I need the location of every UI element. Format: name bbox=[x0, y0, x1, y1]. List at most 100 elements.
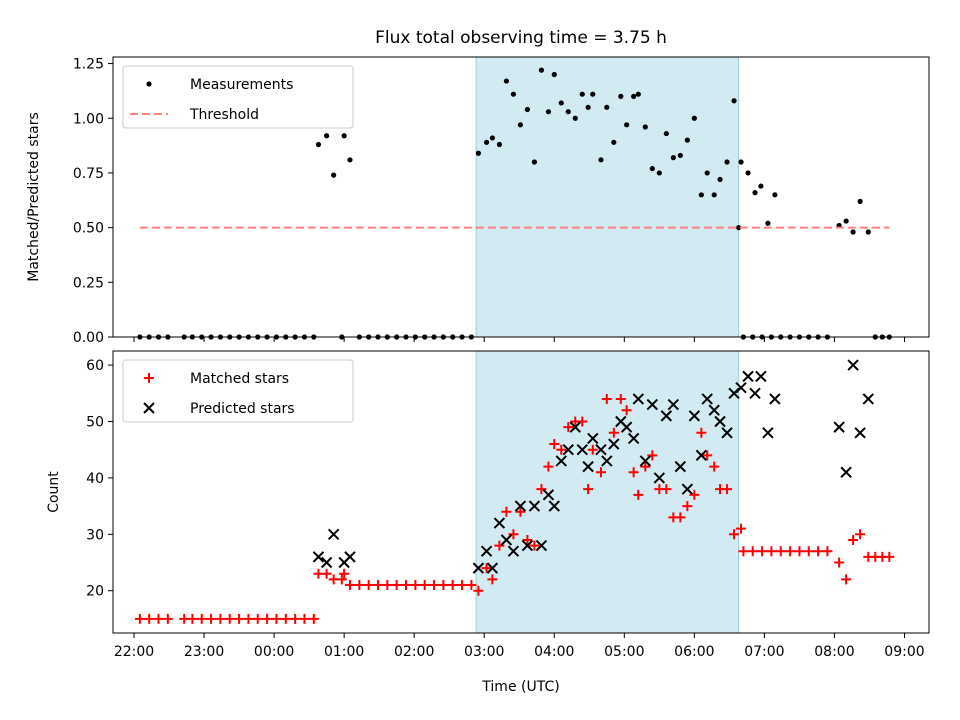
data-point bbox=[738, 546, 749, 557]
data-point bbox=[582, 460, 594, 473]
data-point bbox=[187, 613, 198, 624]
plot-frame bbox=[112, 56, 930, 338]
data-point bbox=[618, 93, 624, 99]
data-point bbox=[813, 546, 824, 557]
data-point bbox=[548, 500, 560, 512]
data-point bbox=[721, 427, 733, 439]
data-point bbox=[299, 613, 310, 624]
data-point bbox=[794, 546, 805, 557]
data-point bbox=[775, 546, 786, 557]
data-point bbox=[745, 170, 751, 176]
data-point bbox=[363, 580, 374, 591]
x-tick-label: 23:00 bbox=[184, 644, 224, 660]
data-point bbox=[677, 152, 683, 159]
x-tick-label: 08:00 bbox=[814, 644, 854, 660]
y-tick-label: 0.25 bbox=[73, 275, 104, 291]
data-point bbox=[558, 100, 564, 106]
data-point bbox=[757, 546, 768, 557]
legend-label: Measurements bbox=[190, 77, 293, 93]
data-point bbox=[601, 455, 613, 467]
data-point bbox=[661, 484, 672, 495]
data-point bbox=[555, 455, 567, 467]
data-point bbox=[538, 67, 545, 73]
data-point bbox=[656, 170, 662, 176]
data-point bbox=[698, 192, 704, 198]
data-point bbox=[536, 484, 547, 495]
data-point bbox=[308, 613, 319, 624]
data-point bbox=[865, 229, 871, 235]
data-point bbox=[640, 461, 651, 472]
data-point bbox=[689, 489, 700, 500]
legend: Matched stars Predicted stars bbox=[122, 359, 354, 423]
data-point bbox=[755, 370, 767, 383]
data-point bbox=[331, 172, 337, 178]
legend-label: Threshold bbox=[189, 107, 259, 123]
data-point bbox=[429, 580, 440, 591]
data-point bbox=[702, 450, 713, 461]
data-point bbox=[608, 438, 620, 450]
data-point bbox=[224, 613, 235, 624]
data-point bbox=[635, 91, 641, 97]
plot-frame bbox=[112, 350, 930, 634]
data-point bbox=[724, 159, 730, 165]
data-point bbox=[483, 139, 490, 145]
data-point bbox=[731, 98, 737, 104]
data-point bbox=[701, 393, 713, 405]
data-point bbox=[569, 421, 581, 433]
data-point bbox=[262, 613, 273, 624]
data-point bbox=[529, 540, 540, 551]
x-tick-label: 00:00 bbox=[254, 644, 294, 660]
data-point bbox=[144, 613, 155, 624]
data-point bbox=[503, 78, 510, 84]
data-point bbox=[280, 613, 291, 624]
data-point bbox=[487, 574, 498, 585]
y-tick-label: 60 bbox=[86, 358, 104, 374]
data-point bbox=[438, 580, 449, 591]
data-point bbox=[524, 106, 531, 113]
data-point bbox=[382, 580, 393, 591]
data-point bbox=[884, 551, 895, 562]
data-point bbox=[736, 523, 747, 534]
data-point bbox=[583, 484, 594, 495]
data-point bbox=[628, 467, 639, 478]
data-point bbox=[542, 489, 555, 501]
data-point bbox=[696, 427, 707, 438]
data-point bbox=[475, 150, 481, 156]
data-point bbox=[500, 534, 513, 546]
y-tick-label: 30 bbox=[86, 527, 104, 543]
data-point bbox=[608, 427, 619, 438]
data-point bbox=[833, 421, 845, 433]
x-tick-label: 06:00 bbox=[674, 644, 714, 660]
data-point bbox=[501, 506, 512, 517]
data-point bbox=[517, 122, 524, 128]
data-point bbox=[354, 580, 365, 591]
data-point bbox=[528, 500, 541, 512]
x-axis-label: Time (UTC) bbox=[481, 679, 559, 695]
data-point bbox=[615, 393, 626, 404]
data-point bbox=[206, 613, 217, 624]
data-point bbox=[632, 393, 645, 405]
data-point bbox=[344, 551, 356, 563]
data-point bbox=[862, 393, 875, 405]
data-point bbox=[717, 176, 723, 183]
data-point bbox=[681, 483, 694, 495]
data-point bbox=[587, 444, 598, 455]
data-point bbox=[841, 574, 852, 585]
data-point bbox=[598, 157, 604, 163]
data-point bbox=[620, 421, 633, 433]
data-point bbox=[153, 613, 164, 624]
data-point bbox=[772, 192, 778, 198]
x-tick-label: 02:00 bbox=[394, 644, 434, 660]
figure-title: Flux total observing time = 3.75 h bbox=[375, 28, 667, 48]
data-point bbox=[196, 613, 207, 624]
data-point bbox=[521, 539, 534, 552]
data-point bbox=[489, 135, 495, 141]
data-point bbox=[822, 546, 833, 557]
data-point bbox=[336, 574, 347, 585]
data-point bbox=[320, 556, 333, 569]
data-point bbox=[646, 398, 659, 411]
data-point bbox=[834, 557, 845, 568]
data-point bbox=[735, 381, 747, 394]
data-point bbox=[766, 546, 777, 557]
data-point bbox=[410, 580, 421, 591]
